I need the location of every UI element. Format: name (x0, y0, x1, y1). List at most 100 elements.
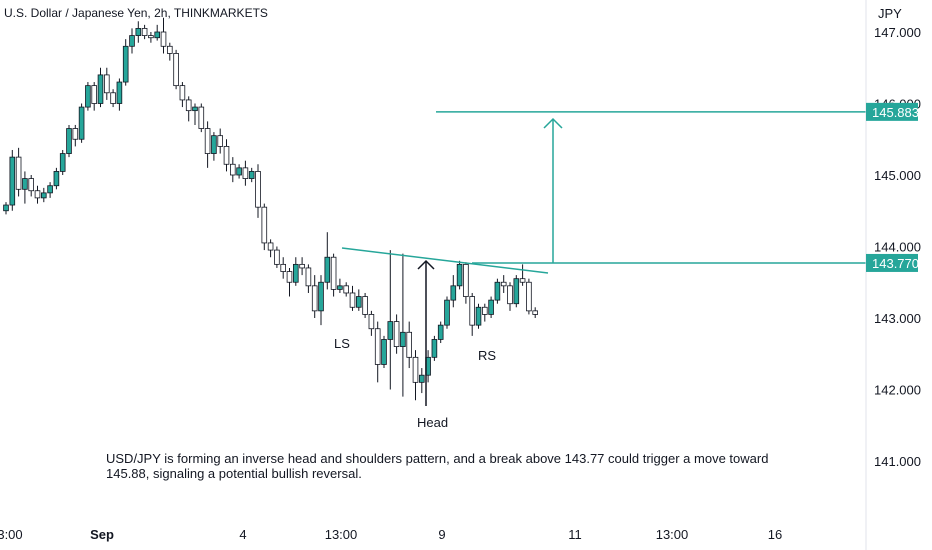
pattern-label: RS (478, 348, 496, 363)
candle-body (3, 204, 9, 212)
candle-body (330, 256, 337, 290)
candle-body (374, 328, 381, 365)
candle-body (15, 156, 22, 190)
time-tick-label: 4 (239, 527, 246, 542)
candle-body (236, 167, 242, 176)
candle-body (456, 263, 463, 287)
candle-body (148, 35, 154, 39)
candle-body (78, 106, 85, 140)
candle-body (179, 85, 186, 101)
candle-body (53, 171, 60, 187)
price-badge-label: 145.883 (872, 105, 919, 120)
head-depth-arrow-head (417, 259, 435, 270)
candle-body (400, 331, 406, 347)
candles-layer (3, 17, 538, 401)
price-tick-label: 143.000 (874, 311, 921, 326)
candle-body (412, 356, 419, 383)
candle-body (34, 190, 41, 199)
candle-body (192, 106, 198, 112)
candle-body (292, 263, 299, 283)
candle-body (160, 31, 167, 47)
candle-body (387, 321, 394, 340)
time-tick-label: Sep (90, 527, 114, 542)
candle-body (469, 296, 475, 326)
price-tick-label: 145.000 (874, 168, 921, 183)
time-tick-label: 11 (568, 527, 582, 542)
price-badge (866, 253, 918, 272)
candle-body (519, 278, 526, 283)
candle-body (261, 206, 268, 244)
pattern-overlay: LS Head RS (334, 111, 866, 430)
candle-body (217, 135, 224, 147)
candle-body (513, 278, 520, 305)
candle-body (494, 281, 501, 301)
price-tick-label: 141.000 (874, 454, 921, 469)
candle-body (305, 267, 312, 287)
candle-body (444, 299, 450, 326)
candle-body (406, 331, 412, 358)
candle-body (154, 31, 161, 39)
candle-body (110, 92, 116, 104)
candle-body (173, 53, 179, 87)
candle-body (311, 285, 318, 312)
candle-body (198, 106, 205, 129)
candle-body (85, 85, 91, 108)
candle-body (47, 185, 53, 194)
candle-body (450, 285, 457, 301)
candle-body (97, 74, 104, 104)
time-axis: 3:00 Sep 4 13:00 9 11 13:00 16 (0, 527, 782, 542)
candle-body (204, 128, 211, 154)
candle-body (41, 192, 47, 199)
candle-body (28, 178, 34, 192)
pattern-label: LS (334, 336, 350, 351)
candle-body (507, 285, 513, 305)
price-tick-label: 142.000 (874, 383, 921, 398)
candle-body (9, 156, 16, 206)
candle-body (223, 145, 230, 165)
candle-body (248, 171, 255, 179)
candle-body (274, 249, 280, 265)
candle-body (349, 292, 356, 308)
pattern-label: Head (417, 415, 448, 430)
candle-body (129, 35, 135, 47)
candle-body (324, 256, 331, 283)
candle-body (488, 299, 494, 315)
price-tick-label: 144.000 (874, 240, 921, 255)
price-badge-label: 143.770 (872, 256, 919, 271)
candle-body (337, 285, 343, 290)
time-tick-label: 13:00 (325, 527, 358, 542)
candle-body (185, 99, 192, 112)
candle-body (59, 153, 66, 172)
time-tick-label: 13:00 (656, 527, 689, 542)
candle-body (66, 128, 72, 154)
candle-body (318, 281, 324, 312)
price-axis: 147.000146.000145.000144.000143.000142.0… (865, 0, 921, 550)
candle-body (72, 128, 79, 140)
candle-body (267, 242, 274, 251)
candle-body (431, 339, 438, 358)
candle-body (475, 306, 482, 326)
currency-label: JPY (878, 6, 902, 21)
candle-body (104, 74, 110, 94)
candle-body (418, 374, 425, 383)
candle-body (500, 281, 507, 287)
candle-body (343, 285, 349, 294)
candle-body (362, 296, 368, 315)
candle-body (381, 339, 387, 365)
candle-body (116, 81, 123, 104)
candle-body (368, 314, 375, 330)
candle-body (91, 85, 98, 104)
candle-body (532, 310, 538, 315)
candle-body (166, 45, 173, 54)
candle-body (141, 28, 148, 36)
candle-body (355, 296, 362, 308)
candle-body (299, 263, 305, 269)
candle-body (122, 45, 129, 83)
candle-body (280, 263, 286, 272)
neckline-trendline (341, 247, 549, 274)
candle-body (526, 281, 532, 312)
candle-body (437, 324, 444, 340)
chart-title: U.S. Dollar / Japanese Yen, 2h, THINKMAR… (4, 6, 268, 20)
time-tick-label: 16 (768, 527, 782, 542)
